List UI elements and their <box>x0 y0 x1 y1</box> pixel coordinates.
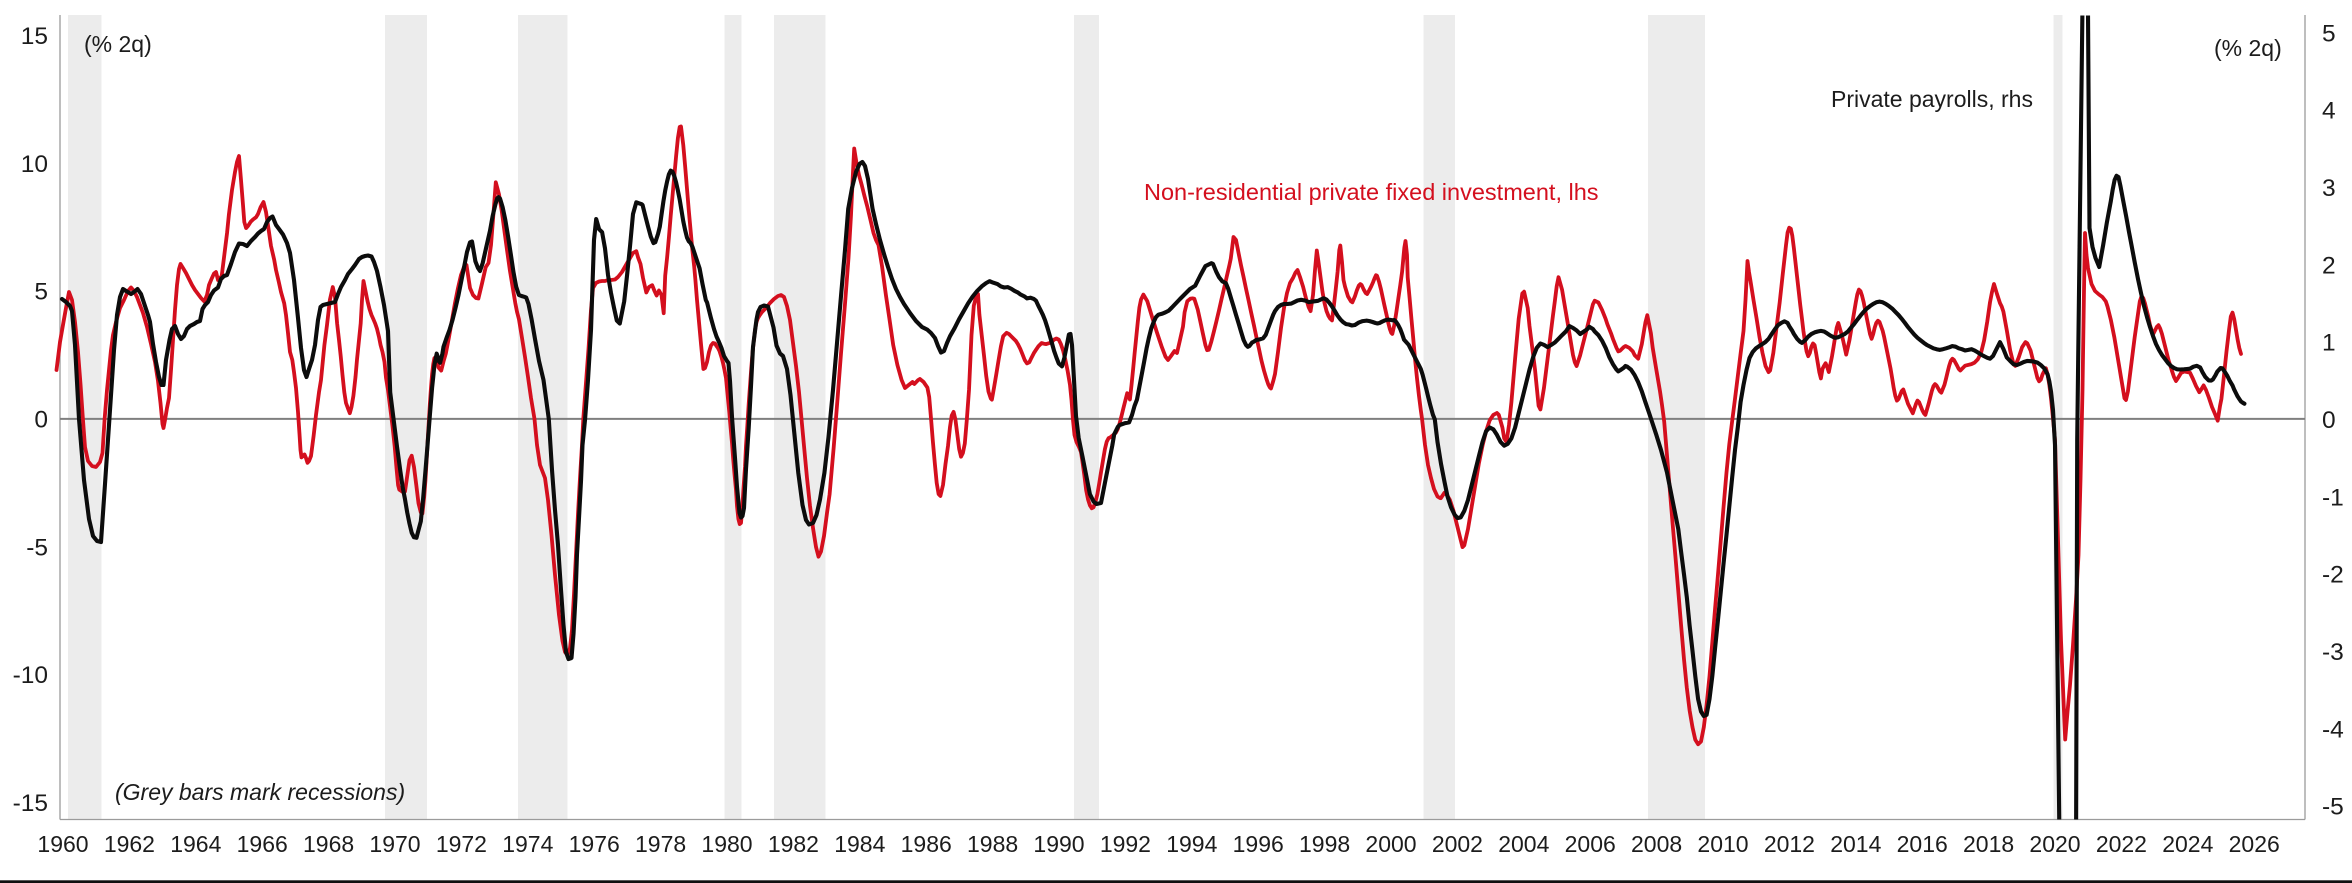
svg-text:2020: 2020 <box>2029 831 2080 857</box>
svg-text:1: 1 <box>2322 330 2336 357</box>
svg-text:1968: 1968 <box>303 831 354 857</box>
svg-text:-2: -2 <box>2322 562 2344 589</box>
svg-text:2026: 2026 <box>2229 831 2280 857</box>
svg-text:2024: 2024 <box>2162 831 2213 857</box>
svg-text:-10: -10 <box>13 662 48 689</box>
svg-text:1966: 1966 <box>237 831 288 857</box>
svg-text:1974: 1974 <box>502 831 553 857</box>
svg-text:2006: 2006 <box>1565 831 1616 857</box>
svg-text:1996: 1996 <box>1233 831 1284 857</box>
svg-text:Private payrolls, rhs: Private payrolls, rhs <box>1831 86 2033 112</box>
svg-text:Non-residential private fixed: Non-residential private fixed investment… <box>1144 179 1599 205</box>
svg-text:1960: 1960 <box>37 831 88 857</box>
svg-text:-4: -4 <box>2322 716 2344 743</box>
svg-text:-3: -3 <box>2322 639 2344 666</box>
svg-text:2: 2 <box>2322 252 2336 279</box>
svg-text:2002: 2002 <box>1432 831 1483 857</box>
svg-text:1970: 1970 <box>369 831 420 857</box>
svg-text:-1: -1 <box>2322 484 2344 511</box>
svg-text:1964: 1964 <box>170 831 221 857</box>
svg-text:4: 4 <box>2322 98 2336 125</box>
svg-text:15: 15 <box>21 23 48 50</box>
svg-text:2000: 2000 <box>1365 831 1416 857</box>
svg-text:1994: 1994 <box>1166 831 1217 857</box>
svg-text:5: 5 <box>34 279 48 306</box>
svg-text:2004: 2004 <box>1498 831 1549 857</box>
svg-text:2010: 2010 <box>1697 831 1748 857</box>
svg-text:0: 0 <box>2322 407 2336 434</box>
svg-text:1976: 1976 <box>569 831 620 857</box>
svg-text:1988: 1988 <box>967 831 1018 857</box>
svg-text:2014: 2014 <box>1830 831 1881 857</box>
svg-text:(% 2q): (% 2q) <box>2214 35 2282 61</box>
svg-text:1984: 1984 <box>834 831 885 857</box>
svg-text:-5: -5 <box>2322 794 2344 821</box>
svg-text:0: 0 <box>34 407 48 434</box>
svg-text:-5: -5 <box>26 534 48 561</box>
svg-text:5: 5 <box>2322 20 2336 47</box>
svg-text:2022: 2022 <box>2096 831 2147 857</box>
svg-text:1972: 1972 <box>436 831 487 857</box>
svg-text:2012: 2012 <box>1764 831 1815 857</box>
svg-text:1986: 1986 <box>901 831 952 857</box>
svg-text:1998: 1998 <box>1299 831 1350 857</box>
svg-text:(Grey bars mark recessions): (Grey bars mark recessions) <box>115 779 405 805</box>
svg-text:2018: 2018 <box>1963 831 2014 857</box>
svg-text:1962: 1962 <box>104 831 155 857</box>
svg-text:1978: 1978 <box>635 831 686 857</box>
svg-text:2016: 2016 <box>1897 831 1948 857</box>
svg-text:(% 2q): (% 2q) <box>84 31 152 57</box>
svg-text:1992: 1992 <box>1100 831 1151 857</box>
svg-text:2008: 2008 <box>1631 831 1682 857</box>
svg-text:3: 3 <box>2322 175 2336 202</box>
svg-text:1990: 1990 <box>1033 831 1084 857</box>
svg-text:1982: 1982 <box>768 831 819 857</box>
svg-text:10: 10 <box>21 151 48 178</box>
svg-text:-15: -15 <box>13 790 48 817</box>
svg-text:1980: 1980 <box>701 831 752 857</box>
